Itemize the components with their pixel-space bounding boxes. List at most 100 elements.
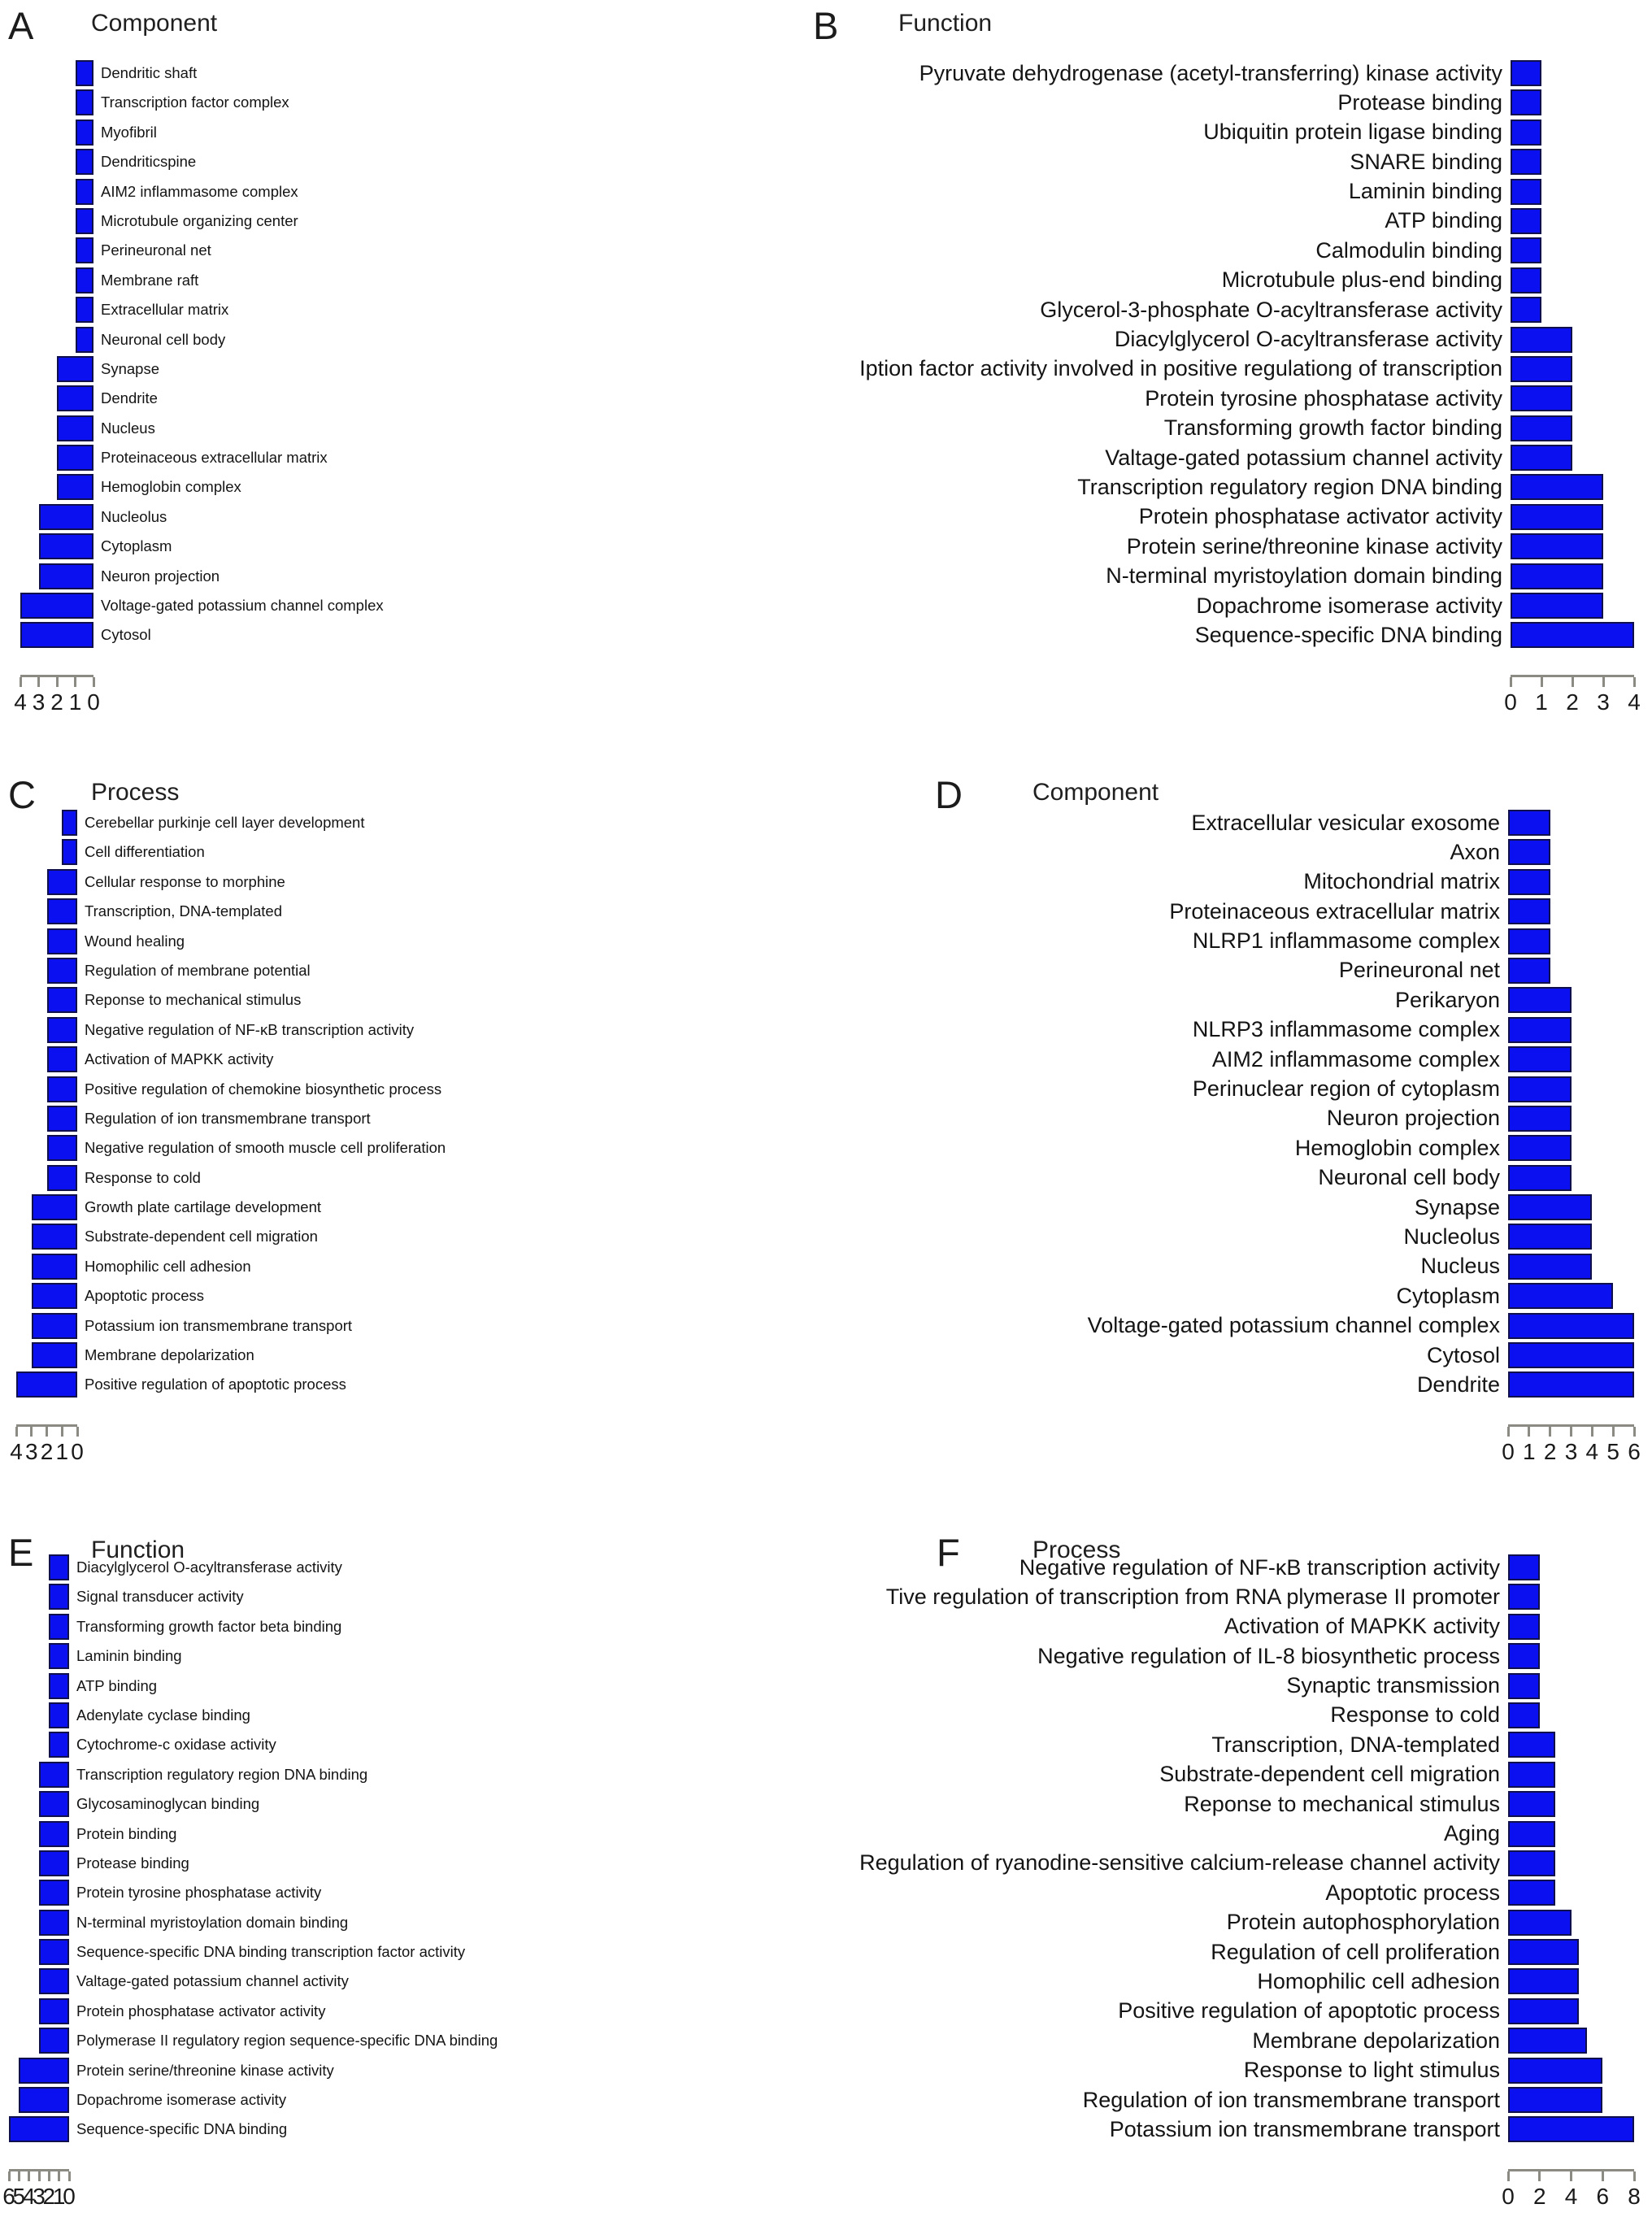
bar [9,2116,69,2143]
bar-label: Proteinaceous extracellular matrix [101,449,328,467]
bar-track [1508,1672,1634,1699]
bar [49,1613,69,1640]
bar [1508,1105,1572,1132]
bar-label: Membrane depolarization [85,1346,254,1364]
bar-track [1508,2057,1634,2084]
bar-track [1508,957,1634,984]
bar [46,1076,77,1102]
bar-track [20,415,93,441]
bar-label: Regulation of cell proliferation [1211,1939,1500,1964]
axis-tick [1570,1427,1572,1437]
bar [1508,987,1572,1014]
chart-row: Protease binding [772,89,1634,116]
axis-tick [1602,677,1605,687]
bar [49,1584,69,1611]
axis-tick-label: 4 [1564,2184,1578,2209]
bar-label: Cytoplasm [1396,1283,1500,1308]
axis-tick [58,2171,61,2181]
bar [39,1761,69,1788]
bar [49,1672,69,1699]
bar-label: Diacylglycerol O-acyltransferase activit… [76,1558,342,1576]
bar [75,326,93,353]
bar-track [9,2028,69,2054]
bar-track [9,2057,69,2084]
bar [1508,1253,1593,1280]
bar-label: Polymerase II regulatory region sequence… [76,2032,498,2050]
chart-row: Sequence-specific DNA binding [772,622,1634,649]
chart-row: Cerebellar purkinje cell layer developme… [16,810,446,836]
chart-row: Homophilic cell adhesion [16,1253,446,1280]
bar-label: Proteinaceous extracellular matrix [1169,898,1500,924]
bar-track [1508,987,1634,1014]
bar-track [16,928,77,954]
chart-row: Perikaryon [1024,987,1634,1014]
bar-track [1508,928,1634,954]
chart-row: Negative regulation of NF-κB transcripti… [667,1554,1634,1580]
bar [38,533,93,560]
bar [46,1046,77,1073]
axis-tick-label: 3 [1564,1439,1578,1464]
axis-tick [1506,2171,1510,2181]
bar-label: Regulation of membrane potential [85,961,311,979]
bar-track [1508,1016,1634,1043]
bar [49,1702,69,1728]
axis-line [1509,675,1636,687]
bar [39,1850,69,1876]
bar-track [9,1672,69,1699]
bar-track [1508,2116,1634,2143]
bar-track [1511,593,1634,619]
chart-row: Membrane depolarization [16,1342,446,1369]
bar-label: Voltage-gated potassium channel complex [101,597,384,615]
chart-row: Membrane raft [20,267,384,293]
bar-track [16,1224,77,1250]
bar [75,207,93,234]
bar [16,1371,77,1398]
chart-row: Extracellular matrix [20,297,384,324]
bar-rows: Extracellular vesicular exosome Axon Mitoc… [1024,810,1634,1402]
bar-track [1511,178,1634,205]
bar [1508,2087,1603,2114]
bar-label: Negative regulation of NF-κB transcripti… [85,1020,415,1038]
axis-tick-label: 1 [1523,1439,1536,1464]
axis-tick-label: 2 [50,689,63,715]
bar [1508,1016,1572,1043]
bar-label: Microtubule plus-end binding [1221,267,1502,293]
chart-row: ATP binding [9,1672,498,1699]
chart-row: Protein serine/threonine kinase activity [9,2057,498,2084]
bar [1508,1761,1556,1788]
axis-tick-label: 0 [1502,1439,1515,1464]
bar-label: Regulation of ryanodine-sensitive calciu… [859,1850,1500,1876]
axis-tick-label: 2 [1566,689,1579,715]
chart-row: Neuron projection [20,563,384,589]
bar-label: Neuronal cell body [101,330,226,348]
bar-label: Activation of MAPKK activity [85,1050,274,1068]
chart-row: Nucleus [1024,1253,1634,1280]
bar-track [1508,1076,1634,1102]
bar-label: Sequence-specific DNA binding transcript… [76,1943,466,1961]
bar-label: Sequence-specific DNA binding [76,2120,288,2138]
bar-label: Dopachrome isomerase activity [1196,593,1502,618]
bar-track [1511,622,1634,649]
chart-row: Protein phosphatase activator activity [772,503,1634,530]
axis-tick [7,2171,11,2181]
chart-row: Neuronal cell body [1024,1164,1634,1191]
axis-tick-label: 0 [63,2184,76,2209]
chart-row: Pyruvate dehydrogenase (acetyl-transferr… [772,60,1634,86]
bar-label: Glycosaminoglycan binding [76,1795,260,1813]
chart-row: AIM2 inflammasome complex [1024,1046,1634,1073]
axis-tick [19,677,22,687]
bar [1511,237,1541,264]
axis-line [1506,2169,1636,2181]
bar-track [1508,1909,1634,1936]
bar-track [16,1164,77,1191]
bar-label: Dendrite [1416,1371,1500,1397]
chart-row: Transcription regulatory region DNA bind… [9,1761,498,1788]
bar-label: Dopachrome isomerase activity [76,2091,287,2109]
axis-tick-label: 0 [1502,2184,1515,2209]
bar-track [20,89,93,116]
bar-label: Cerebellar purkinje cell layer developme… [85,814,365,831]
chart-row: Calmodulin binding [772,237,1634,264]
bar-track [9,1732,69,1758]
